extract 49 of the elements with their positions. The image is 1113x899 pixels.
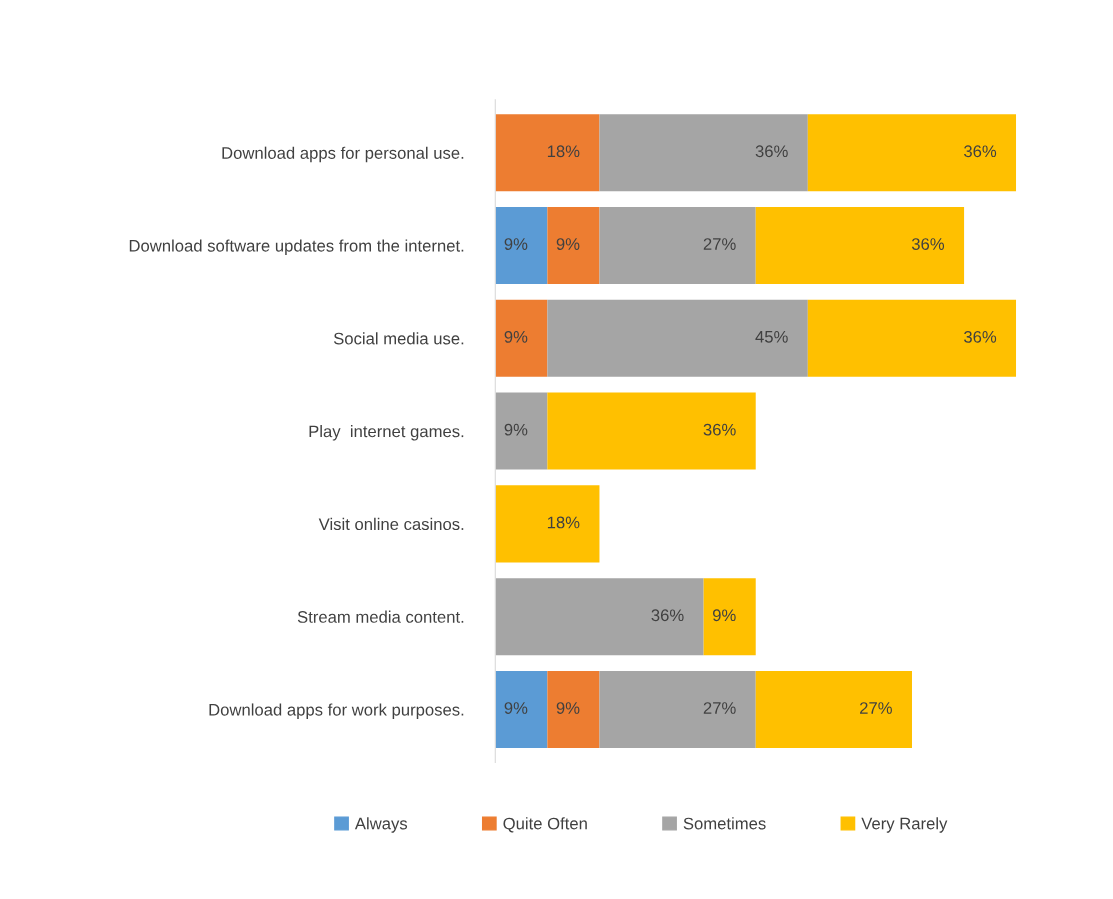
legend-label: Quite Often <box>503 817 587 833</box>
bar <box>495 299 548 377</box>
data-label: 45% <box>755 331 788 343</box>
data-label: 27% <box>860 702 892 714</box>
bar <box>495 670 548 748</box>
bar <box>547 392 756 470</box>
data-label: 9% <box>712 609 736 622</box>
data-label: 9% <box>556 702 580 714</box>
bar <box>807 114 1017 192</box>
bar <box>599 114 808 192</box>
legend-label: Sometimes <box>683 817 766 830</box>
bar <box>547 670 600 748</box>
data-label: 36% <box>964 145 997 158</box>
data-label: 27% <box>703 702 736 714</box>
data-label: 18% <box>547 516 580 529</box>
data-label: 36% <box>755 145 788 158</box>
legend-label: Very Rarely <box>861 817 948 833</box>
y-tick-label: Visit online casinos. <box>318 517 464 531</box>
data-label: 9% <box>504 330 528 343</box>
data-label: 36% <box>964 330 997 343</box>
bar <box>495 114 600 192</box>
bar <box>599 670 756 748</box>
data-label: 9% <box>504 423 528 436</box>
bar <box>755 670 912 748</box>
bar <box>495 392 548 470</box>
data-label: 27% <box>703 238 736 250</box>
bar <box>495 206 548 284</box>
data-label: 36% <box>703 423 736 436</box>
y-tick-label: Play internet games. <box>309 425 464 441</box>
data-label: 9% <box>556 238 580 250</box>
data-label: 36% <box>651 609 684 622</box>
bar <box>495 485 600 563</box>
legend-label: Always <box>354 817 408 833</box>
y-tick-label: Download software updates from the internet. <box>129 239 464 255</box>
data-label: 9% <box>504 238 528 250</box>
bar <box>807 299 1017 377</box>
y-tick-label: Download apps for work purposes. <box>209 703 464 719</box>
data-label: 9% <box>504 702 528 714</box>
y-tick-label: Stream media content. <box>297 610 464 623</box>
bar <box>599 206 756 284</box>
bar <box>495 578 704 656</box>
y-tick-label: Social media use. <box>333 332 464 345</box>
bar <box>755 206 965 284</box>
data-label: 36% <box>911 238 945 250</box>
y-tick-label: Download apps for personal use. <box>222 146 464 163</box>
bar <box>547 206 600 284</box>
bar <box>547 299 808 377</box>
bar <box>703 578 756 656</box>
data-label: 18% <box>547 145 580 158</box>
